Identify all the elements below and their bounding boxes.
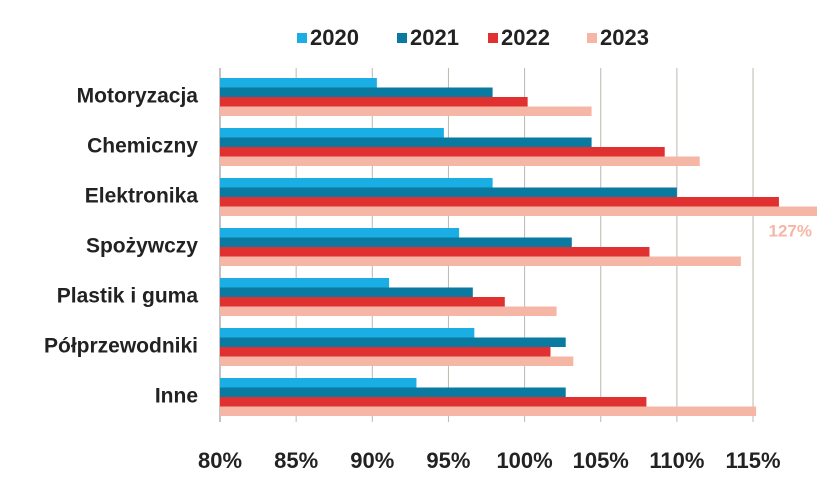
legend-label: 2021 xyxy=(410,25,459,50)
bar xyxy=(220,237,572,247)
bar xyxy=(220,147,665,157)
legend-label: 2020 xyxy=(310,25,359,50)
legend-swatch xyxy=(297,33,307,43)
legend-swatch xyxy=(488,33,498,43)
bar xyxy=(220,406,757,416)
bar xyxy=(220,378,417,388)
y-tick-label: Elektronika xyxy=(85,185,199,208)
x-tick-label: 110% xyxy=(649,448,704,473)
bar xyxy=(220,287,473,297)
bar xyxy=(220,387,566,397)
legend-label: 2022 xyxy=(501,25,550,50)
y-tick-label: Motoryzacja xyxy=(77,85,199,108)
bar xyxy=(220,356,574,366)
x-tick-label: 90% xyxy=(350,448,394,473)
bar xyxy=(220,297,505,307)
x-tick-label: 80% xyxy=(198,448,242,473)
bars xyxy=(220,78,817,416)
bar xyxy=(220,197,779,207)
x-tick-label: 105% xyxy=(573,448,629,473)
value-label: 127% xyxy=(769,221,812,240)
bar xyxy=(220,106,592,116)
bar xyxy=(220,256,741,266)
y-tick-label: Półprzewodniki xyxy=(44,335,198,358)
x-tick-label: 85% xyxy=(274,448,318,473)
y-tick-label: Plastik i guma xyxy=(57,285,199,308)
labels: 80% 85% 90% 95% 100% 105% 110% 115% Motoryzacja C… xyxy=(44,25,812,473)
y-tick-label: Inne xyxy=(155,385,198,408)
bar xyxy=(220,187,677,197)
legend-swatch xyxy=(397,33,407,43)
x-tick-label: 100% xyxy=(496,448,552,473)
bar xyxy=(220,278,390,288)
bar xyxy=(220,337,566,347)
bar xyxy=(220,87,493,97)
y-tick-label: Chemiczny xyxy=(87,135,198,158)
bar xyxy=(220,247,650,257)
x-tick-label: 115% xyxy=(726,448,781,473)
legend-label: 2023 xyxy=(600,25,649,50)
bar xyxy=(220,397,647,407)
bar xyxy=(220,156,700,166)
bar xyxy=(220,137,592,147)
legend-swatch xyxy=(587,33,597,43)
y-tick-label: Spożywczy xyxy=(86,235,198,258)
x-tick-label: 95% xyxy=(426,448,470,473)
bar xyxy=(220,228,460,238)
bar xyxy=(220,97,528,107)
bar xyxy=(220,178,493,188)
bar xyxy=(220,328,475,338)
bar xyxy=(220,306,557,316)
bar xyxy=(220,347,551,357)
bar xyxy=(220,206,817,216)
bar xyxy=(220,78,377,88)
bar xyxy=(220,128,444,138)
